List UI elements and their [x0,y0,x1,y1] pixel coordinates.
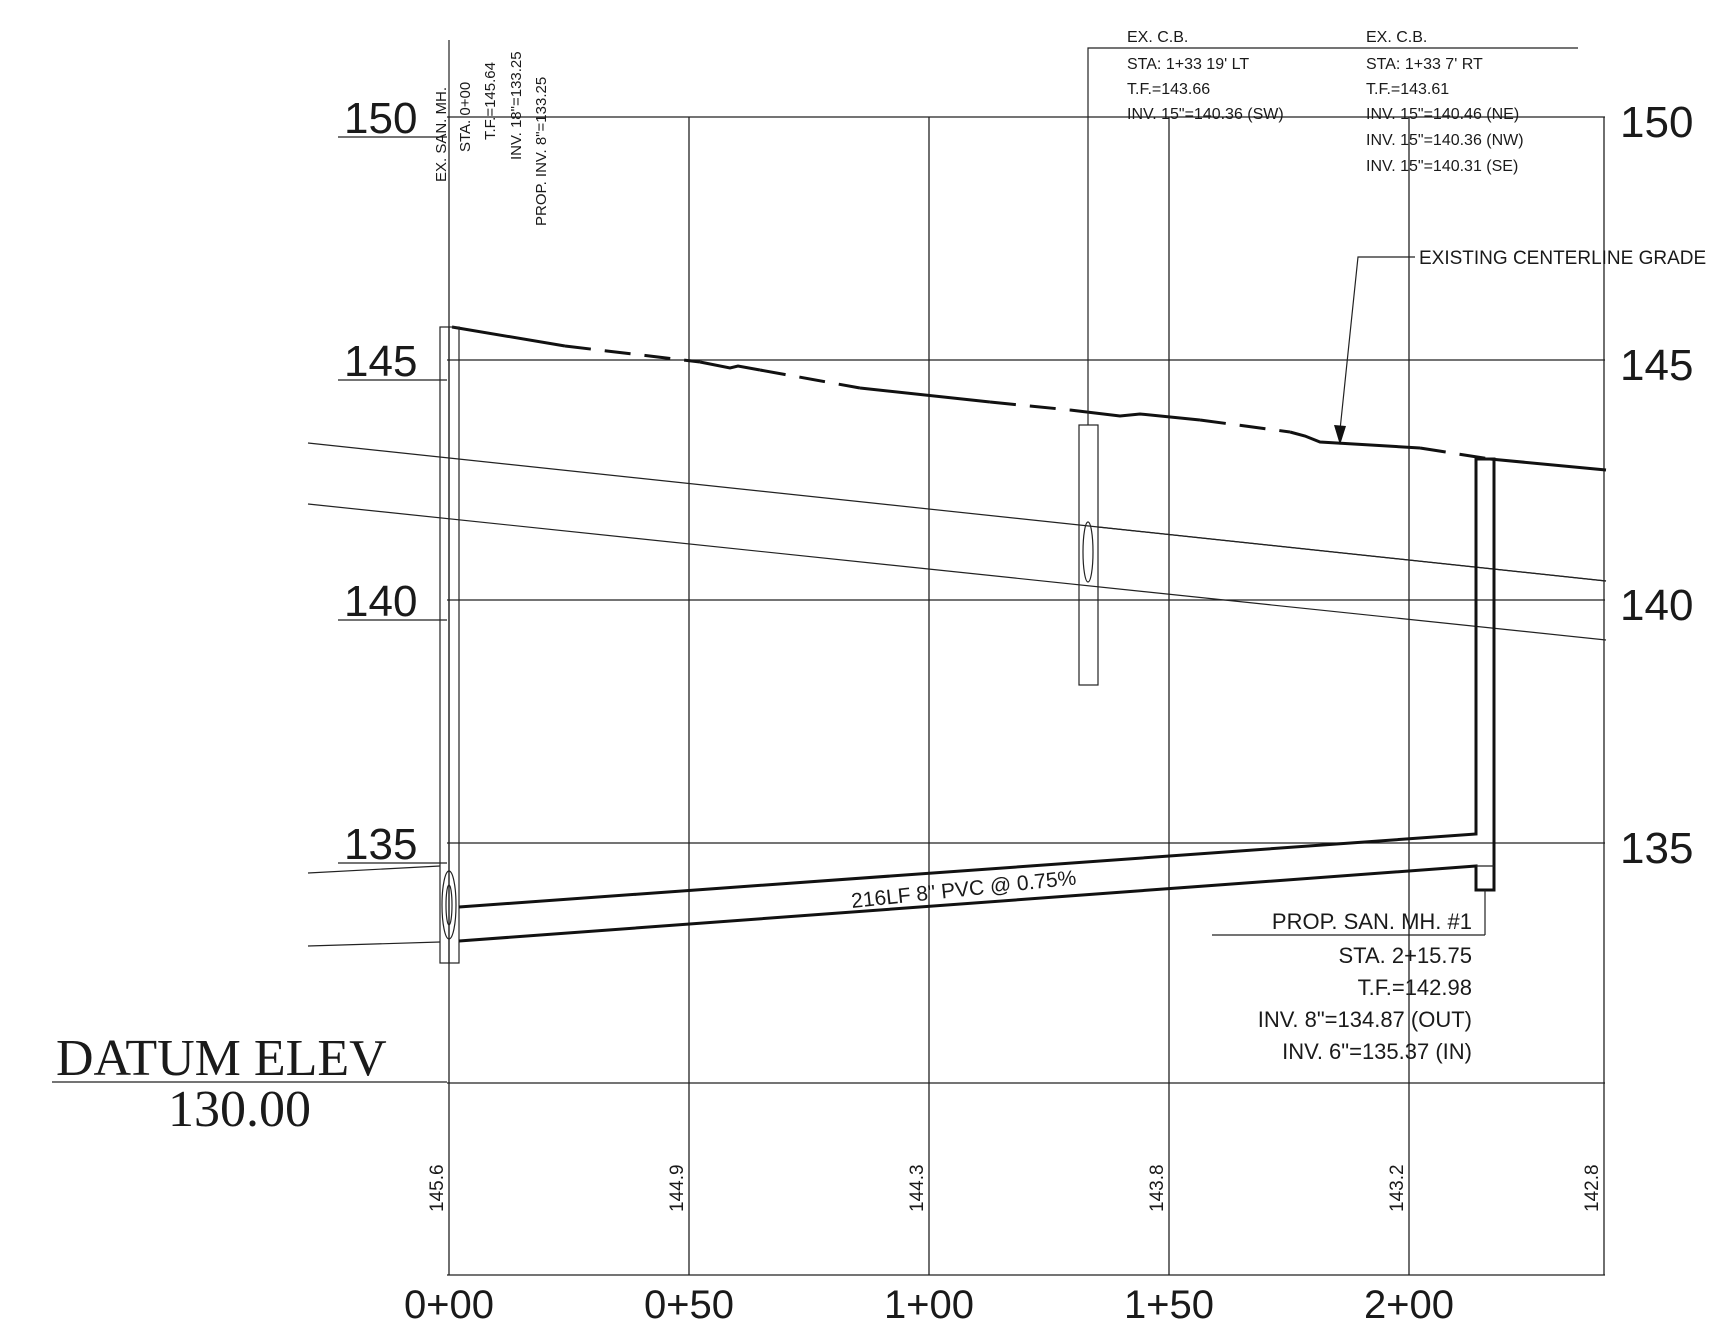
grade-segment [564,344,701,364]
cb2-label-line: INV. 15"=140.46 (NE) [1366,106,1519,123]
storm-pipe-bottom [307,503,1607,641]
existing-sewer-top [307,865,441,874]
prop-mh-line: T.F.=142.98 [1358,975,1472,1000]
elev-label-right: 150 [1620,98,1693,147]
mh-label-line: EX. SAN. MH. [433,87,450,182]
mh-label-line: STA. 0+00 [457,82,474,152]
elev-label-right: 135 [1620,824,1693,873]
callout-arrowhead [1334,425,1346,445]
grade-segment [1069,408,1201,422]
existing-sewer-bottom [307,941,441,947]
proposed-sewer-pipe: 216LF 8" PVC @ 0.75% [458,457,1496,943]
prop-mh-line: INV. 6"=135.37 (IN) [1282,1039,1472,1064]
cb-pipe-top-gap [1097,526,1607,582]
grade-value: 145.6 [427,1164,448,1212]
mh-label-line: PROP. INV. 8"=133.25 [533,77,550,226]
grade-segment [1419,446,1491,461]
cb1-label-line: STA: 1+33 19' LT [1127,56,1249,73]
elev-label-left: 135 [344,820,417,869]
cb2-label-line: INV. 15"=140.36 (NW) [1366,132,1524,149]
grade-segment [989,400,1071,412]
catch-basin-opening [1082,521,1094,583]
grade-callout-text: EXISTING CENTERLINE GRADE [1419,248,1706,269]
station-label: 1+50 [1124,1283,1214,1326]
datum-value: 130.00 [168,1081,311,1138]
existing-mh-label: EX. SAN. MH. STA. 0+00 T.F.=145.64 INV. … [433,40,550,226]
cb2-label-line: STA: 1+33 7' RT [1366,56,1483,73]
station-label: 0+00 [404,1283,494,1326]
datum-block: DATUM ELEV 130.00 [52,1030,447,1138]
existing-manhole [307,326,460,964]
callout-leader [1339,256,1415,431]
station-label: 2+00 [1364,1283,1454,1326]
station-labels: 0+00 0+50 1+00 1+50 2+00 [404,1283,1454,1326]
prop-mh-line: INV. 8"=134.87 (OUT) [1258,1007,1472,1032]
manhole-inlet-ellipse-inner [445,884,453,926]
grade-segment [1289,430,1421,450]
ex-cb-1-label: EX. C.B. STA: 1+33 19' LT T.F.=143.66 IN… [1087,29,1360,425]
grade-value: 142.8 [1582,1164,1603,1212]
elev-label-left: 145 [344,337,417,386]
mh-label-line: INV. 18"=133.25 [508,51,525,160]
grade-segment [759,368,861,390]
cb1-label-line: INV. 15"=140.36 (SW) [1127,106,1284,123]
grade-segment [859,386,991,404]
grade-values: 145.6 144.9 144.3 143.8 143.2 142.8 [427,1164,1603,1212]
grade-callout: EXISTING CENTERLINE GRADE [1334,248,1706,445]
elev-label-right: 140 [1620,581,1693,630]
pipe-outline [458,457,1496,943]
station-label: 0+50 [644,1283,734,1326]
cb1-label-line: EX. C.B. [1127,29,1188,46]
ex-cb-2-label: EX. C.B. STA: 1+33 7' RT T.F.=143.61 INV… [1360,29,1578,175]
cb2-label-line: T.F.=143.61 [1366,81,1449,98]
prop-mh-line: PROP. SAN. MH. #1 [1272,909,1472,934]
grade-segment [1199,418,1291,434]
existing-pipe-lines [307,442,1607,641]
station-label: 1+00 [884,1283,974,1326]
grade-value: 144.3 [907,1164,928,1212]
prop-mh-line: STA. 2+15.75 [1338,943,1472,968]
profile-grid [338,116,1605,1276]
catch-basin-barrel [1078,424,1099,686]
cb1-leader [1087,47,1360,425]
grade-segment [699,360,761,372]
elevation-labels-left: 150 145 140 135 [344,94,417,869]
cb1-label-line: T.F.=143.66 [1127,81,1210,98]
datum-title: DATUM ELEV [56,1030,387,1087]
elev-label-left: 150 [344,94,417,143]
elev-label-right: 145 [1620,341,1693,390]
grade-value: 144.9 [667,1164,688,1212]
manhole-inlet-ellipse [441,870,457,940]
prop-mh-label: PROP. SAN. MH. #1 STA. 2+15.75 T.F.=142.… [1212,890,1486,1064]
grade-value: 143.2 [1387,1164,1408,1212]
mh-label-line: T.F.=145.64 [482,62,499,140]
existing-grade-line [451,325,1607,472]
grade-segment [1489,457,1607,472]
grade-segment [451,325,566,348]
grade-value: 143.8 [1147,1164,1168,1212]
pipe-label: 216LF 8" PVC @ 0.75% [850,866,1077,913]
elev-label-left: 140 [344,577,417,626]
cb2-label-line: INV. 15"=140.31 (SE) [1366,158,1518,175]
cb2-label-line: EX. C.B. [1366,29,1427,46]
elevation-labels-right: 150 145 140 135 [1620,98,1693,873]
